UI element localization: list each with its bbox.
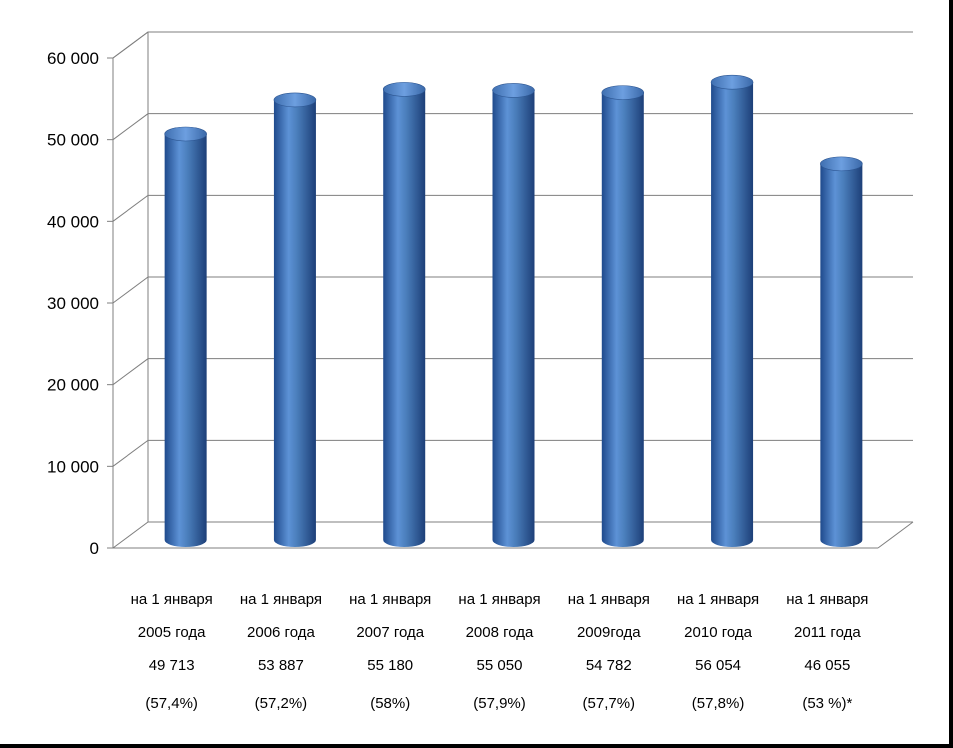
bar	[382, 82, 426, 547]
x-category-label-line1: на 1 января	[131, 591, 213, 608]
bar-top	[820, 156, 863, 172]
bar-body	[164, 134, 207, 547]
gridline	[112, 276, 913, 304]
bar	[492, 83, 535, 548]
bar	[710, 74, 754, 547]
x-category-label-line2: 2005 года	[138, 624, 206, 641]
y-axis: 0 10 000 20 000 30 000 40 000 50 000 60 000	[47, 49, 113, 558]
x-category-label-line3: 53 887	[258, 657, 304, 674]
bar-body	[601, 92, 644, 547]
bar-body	[273, 99, 316, 547]
x-category-label-line1: на 1 января	[568, 591, 650, 608]
x-category-label-line1: на 1 января	[786, 591, 868, 608]
x-category-label-line2: 2011 года	[794, 624, 861, 641]
y-tick-label: 40 000	[47, 212, 99, 231]
x-category-label-line1: на 1 января	[677, 591, 759, 608]
bar-top	[710, 74, 754, 90]
bar	[601, 85, 645, 547]
x-category-label-line4: (53 %)*	[802, 695, 852, 712]
bars	[164, 74, 863, 548]
bar	[164, 126, 207, 547]
gridlines	[112, 31, 913, 549]
x-category-label-line3: 55 180	[367, 657, 413, 674]
x-category-label-line3: 56 054	[695, 657, 741, 674]
gridline	[112, 521, 913, 549]
bar-top	[601, 85, 645, 100]
x-axis-labels: на 1 января 2005 года 49 713 (57,4%) на 1 ян…	[131, 591, 869, 712]
x-category-label-line4: (57,8%)	[692, 695, 745, 712]
y-tick-label: 50 000	[47, 131, 99, 150]
x-category-label-line3: 49 713	[149, 657, 195, 674]
x-category-label-line4: (57,2%)	[255, 695, 308, 712]
x-category-label-line2: 2009года	[577, 624, 641, 641]
y-tick-label: 10 000	[47, 457, 99, 476]
x-category-label-line2: 2010 года	[684, 624, 752, 641]
x-category-label-line1: на 1 января	[240, 591, 322, 608]
y-tick-label: 60 000	[47, 49, 99, 68]
gridline	[112, 194, 913, 222]
bar	[820, 156, 863, 548]
bar-top	[273, 92, 317, 108]
gridline	[112, 113, 913, 141]
x-category-label-line1: на 1 января	[458, 591, 540, 608]
x-category-label-line4: (57,4%)	[145, 695, 198, 712]
gridline	[112, 31, 913, 59]
y-tick-label: 0	[90, 539, 99, 558]
x-category-label-line2: 2006 года	[247, 624, 315, 641]
bar-body	[711, 82, 754, 547]
x-category-label-line1: на 1 января	[349, 591, 431, 608]
x-category-label-line3: 46 055	[804, 657, 850, 674]
x-category-label-line4: (57,9%)	[473, 695, 526, 712]
bar-body	[820, 163, 863, 548]
x-category-label-line3: 55 050	[477, 657, 523, 674]
x-category-label-line2: 2008 года	[466, 624, 534, 641]
gridline	[112, 439, 913, 467]
bar-top	[492, 83, 535, 98]
x-category-label-line4: (57,7%)	[583, 695, 636, 712]
y-tick-label: 20 000	[47, 376, 99, 395]
bar-body	[383, 89, 426, 547]
x-category-label-line3: 54 782	[586, 657, 632, 674]
x-category-label-line4: (58%)	[370, 695, 410, 712]
y-tick-label: 30 000	[47, 294, 99, 313]
gridline	[112, 358, 913, 386]
bar	[273, 92, 317, 547]
bar-body	[492, 90, 535, 548]
floor-right-edge	[877, 521, 914, 549]
x-category-label-line2: 2007 года	[356, 624, 424, 641]
bar-top	[164, 126, 207, 142]
bar-top	[382, 82, 426, 97]
